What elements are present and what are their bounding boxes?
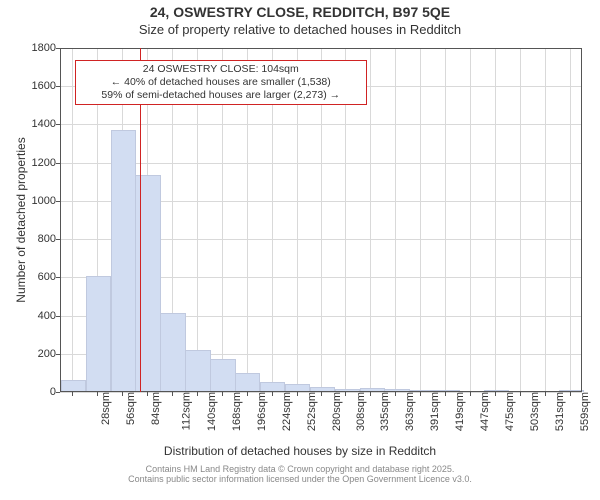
x-tick-mark bbox=[545, 392, 546, 396]
x-tick-label: 224sqm bbox=[279, 392, 293, 431]
x-tick-label: 531sqm bbox=[552, 392, 566, 431]
histogram-bar bbox=[235, 373, 260, 392]
y-tick-label: 400 bbox=[38, 310, 60, 322]
annotation-line: 24 OSWESTRY CLOSE: 104sqm bbox=[80, 63, 362, 76]
x-tick-label: 280sqm bbox=[329, 392, 343, 431]
x-tick-mark bbox=[395, 392, 396, 396]
x-tick-mark bbox=[197, 392, 198, 396]
x-tick-label: 252sqm bbox=[304, 392, 318, 431]
axis-border bbox=[60, 48, 61, 392]
chart-title: 24, OSWESTRY CLOSE, REDDITCH, B97 5QE bbox=[0, 4, 600, 20]
y-tick-label: 1600 bbox=[32, 80, 60, 92]
y-tick-label: 1200 bbox=[32, 157, 60, 169]
x-tick-label: 391sqm bbox=[427, 392, 441, 431]
x-tick-label: 447sqm bbox=[477, 392, 491, 431]
x-tick-label: 56sqm bbox=[123, 392, 137, 425]
grid-line bbox=[420, 48, 421, 392]
footer-attribution: Contains HM Land Registry data © Crown c… bbox=[0, 464, 600, 484]
grid-line bbox=[470, 48, 471, 392]
x-axis-label: Distribution of detached houses by size … bbox=[0, 444, 600, 458]
x-tick-mark bbox=[297, 392, 298, 396]
grid-line bbox=[570, 48, 571, 392]
grid-line bbox=[495, 48, 496, 392]
x-tick-label: 475sqm bbox=[502, 392, 516, 431]
x-tick-mark bbox=[345, 392, 346, 396]
y-tick-label: 600 bbox=[38, 271, 60, 283]
x-tick-label: 84sqm bbox=[148, 392, 162, 425]
annotation-box: 24 OSWESTRY CLOSE: 104sqm← 40% of detach… bbox=[75, 60, 367, 105]
chart-subtitle: Size of property relative to detached ho… bbox=[0, 22, 600, 37]
x-tick-mark bbox=[272, 392, 273, 396]
y-tick-label: 1000 bbox=[32, 195, 60, 207]
grid-line bbox=[370, 48, 371, 392]
histogram-bar bbox=[210, 359, 235, 392]
x-tick-mark bbox=[420, 392, 421, 396]
x-tick-mark bbox=[520, 392, 521, 396]
x-tick-mark bbox=[445, 392, 446, 396]
x-tick-label: 28sqm bbox=[98, 392, 112, 425]
chart-container: 24, OSWESTRY CLOSE, REDDITCH, B97 5QE Si… bbox=[0, 0, 600, 500]
x-tick-label: 559sqm bbox=[577, 392, 591, 431]
x-tick-label: 196sqm bbox=[254, 392, 268, 431]
footer-line-2: Contains public sector information licen… bbox=[0, 474, 600, 484]
axis-border bbox=[60, 391, 582, 392]
y-tick-label: 200 bbox=[38, 348, 60, 360]
grid-line bbox=[72, 48, 73, 392]
x-tick-mark bbox=[172, 392, 173, 396]
x-tick-mark bbox=[495, 392, 496, 396]
histogram-bar bbox=[111, 130, 136, 392]
plot-area: 02004006008001000120014001600180028sqm56… bbox=[60, 48, 582, 392]
x-tick-label: 419sqm bbox=[452, 392, 466, 431]
x-tick-label: 363sqm bbox=[402, 392, 416, 431]
y-tick-label: 1800 bbox=[32, 42, 60, 54]
x-tick-label: 308sqm bbox=[354, 392, 368, 431]
x-tick-label: 112sqm bbox=[178, 392, 192, 430]
histogram-bar bbox=[185, 350, 210, 392]
x-tick-label: 335sqm bbox=[378, 392, 392, 431]
y-axis-label: Number of detached properties bbox=[14, 48, 28, 392]
x-tick-mark bbox=[370, 392, 371, 396]
histogram-bar bbox=[86, 276, 111, 392]
axis-border bbox=[60, 48, 582, 49]
x-tick-mark bbox=[470, 392, 471, 396]
y-tick-label: 1400 bbox=[32, 118, 60, 130]
annotation-line: 59% of semi-detached houses are larger (… bbox=[80, 89, 362, 102]
x-tick-label: 140sqm bbox=[204, 392, 218, 431]
grid-line bbox=[520, 48, 521, 392]
histogram-bar bbox=[160, 313, 185, 392]
grid-line bbox=[545, 48, 546, 392]
footer-line-1: Contains HM Land Registry data © Crown c… bbox=[0, 464, 600, 474]
annotation-line: ← 40% of detached houses are smaller (1,… bbox=[80, 76, 362, 89]
x-tick-mark bbox=[321, 392, 322, 396]
axis-border bbox=[581, 48, 582, 392]
x-tick-mark bbox=[72, 392, 73, 396]
x-tick-mark bbox=[97, 392, 98, 396]
y-tick-label: 0 bbox=[50, 386, 60, 398]
grid-line bbox=[445, 48, 446, 392]
grid-line bbox=[395, 48, 396, 392]
x-tick-mark bbox=[122, 392, 123, 396]
x-tick-mark bbox=[247, 392, 248, 396]
x-tick-mark bbox=[222, 392, 223, 396]
x-tick-mark bbox=[570, 392, 571, 396]
x-tick-label: 168sqm bbox=[229, 392, 243, 431]
x-tick-mark bbox=[147, 392, 148, 396]
y-tick-label: 800 bbox=[38, 233, 60, 245]
x-tick-label: 503sqm bbox=[527, 392, 541, 431]
